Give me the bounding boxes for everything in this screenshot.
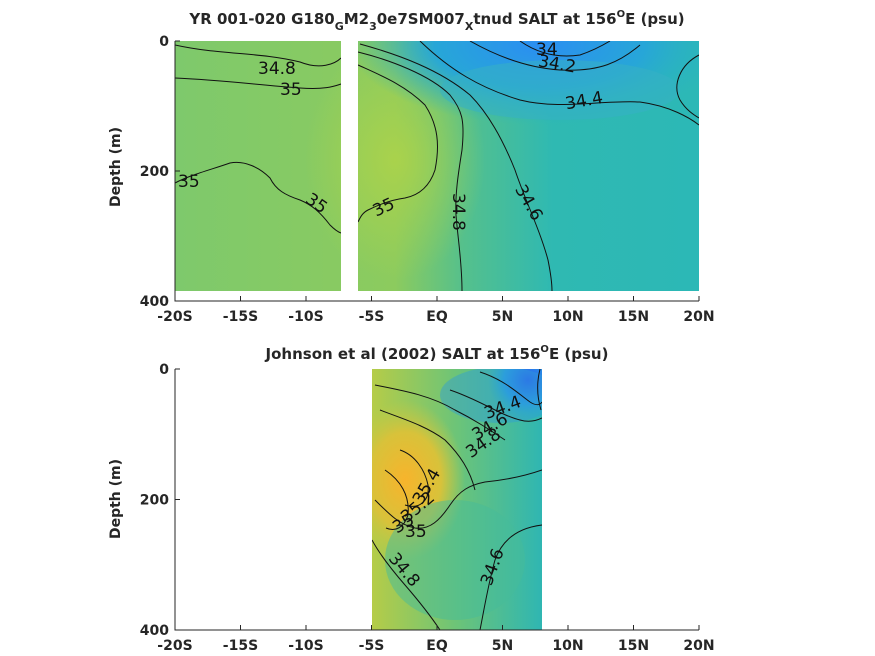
bottom-x-tick-label: 10N [552, 638, 583, 654]
top-clabel: 34 [536, 40, 558, 60]
top-x-tick-label: -5S [359, 309, 385, 325]
bottom-x-tick-label: 5N [492, 638, 513, 654]
bottom-x-tick-label: -15S [223, 638, 258, 654]
top-contour-34-8 [175, 44, 342, 67]
top-contour-34 [519, 41, 611, 57]
top-axes: -20S -15S -10S -5S EQ 5N 10N 15N 20N 0 200 400 [140, 34, 715, 325]
top-title: YR 001-020 G180GM230e7SM007Xtnud SALT at… [188, 9, 684, 33]
top-contour-far-right [676, 54, 699, 119]
bottom-contour [449, 389, 542, 422]
top-contour-34-2 [469, 41, 641, 71]
bottom-contour-34-8 [372, 539, 441, 630]
top-panel: YR 001-020 G180GM230e7SM007Xtnud SALT at… [108, 9, 715, 325]
bottom-x-tick-label: EQ [426, 638, 448, 654]
bottom-salinity-field: 34.4 34.6 34.8 35.4 35.2 35 35 34.8 34.6 [372, 369, 542, 630]
top-x-tick-label: EQ [426, 309, 448, 325]
top-clabel: 35 [280, 80, 302, 100]
top-no-data-gap [341, 41, 358, 291]
bottom-clabel: 35 [405, 522, 427, 542]
top-x-tick-label: 15N [618, 309, 649, 325]
top-x-tick-label: -15S [223, 309, 258, 325]
top-clabel: 34.8 [258, 59, 296, 79]
top-contour-35-right [357, 64, 439, 223]
top-y-tick-label: 0 [159, 34, 169, 50]
bottom-contour [374, 384, 506, 441]
bottom-contour [479, 371, 542, 406]
bottom-y-tick-label: 400 [140, 623, 169, 639]
top-y-axis-label: Depth (m) [108, 127, 124, 207]
bottom-y-tick-label: 200 [140, 493, 169, 509]
top-contour-34-8-right [357, 51, 464, 291]
top-y-tick-label: 200 [140, 164, 169, 180]
bottom-x-tick-label: 15N [618, 638, 649, 654]
bottom-contour-35-2 [384, 469, 409, 530]
top-x-tick-label: 20N [683, 309, 714, 325]
top-x-tick-label: 10N [552, 309, 583, 325]
top-clabel: 35 [178, 172, 200, 192]
bottom-x-tick-label: 20N [683, 638, 714, 654]
bottom-contour-34-6 [479, 524, 542, 630]
bottom-x-tick-label: -10S [288, 638, 323, 654]
top-contour-34-6 [359, 43, 553, 291]
bottom-contour [537, 369, 542, 411]
bottom-y-axis-label: Depth (m) [108, 459, 124, 539]
bottom-x-tick-label: -5S [359, 638, 385, 654]
bottom-axes: -20S -15S -10S -5S EQ 5N 10N 15N 20N 0 200 400 [140, 362, 715, 654]
bottom-x-tick-label: -20S [157, 638, 192, 654]
bottom-contour [379, 409, 476, 491]
top-x-tick-label: 5N [492, 309, 513, 325]
top-salinity-field: 34.8 35 35 35 35 34.8 34.6 34.4 34.2 34 [175, 40, 699, 291]
bottom-y-tick-label: 0 [159, 362, 169, 378]
bottom-contour-35 [374, 469, 542, 529]
bottom-panel: Johnson et al (2002) SALT at 156OE (psu)… [108, 344, 715, 654]
bottom-title: Johnson et al (2002) SALT at 156OE (psu) [265, 344, 609, 363]
top-contour-35-upper [175, 77, 342, 89]
bottom-contour-35-4 [399, 449, 429, 507]
top-contour-35-left [175, 161, 342, 234]
top-clabel: 34.8 [448, 193, 468, 231]
top-x-tick-label: -20S [157, 309, 192, 325]
top-y-tick-label: 400 [140, 294, 169, 310]
top-x-tick-label: -10S [288, 309, 323, 325]
top-contour-34-4 [419, 41, 699, 126]
